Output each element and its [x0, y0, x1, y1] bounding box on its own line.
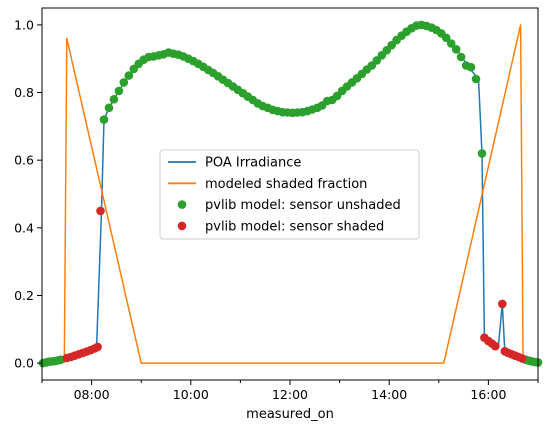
series-2-point-82: [471, 74, 481, 84]
legend-label-1: modeled shaded fraction: [205, 177, 367, 192]
x-tick-label: 08:00: [74, 387, 110, 402]
x-tick-label: 12:00: [272, 387, 308, 402]
series-2-point-10: [114, 86, 124, 96]
y-tick-label: 1.0: [14, 17, 34, 32]
series-3-point-20: [517, 354, 527, 363]
y-tick-label: 0.6: [14, 153, 34, 168]
y-tick-label: 0.2: [14, 288, 34, 303]
x-axis-title: measured_on: [246, 407, 334, 422]
series-2-point-12: [124, 71, 134, 80]
series-2-point-7: [99, 115, 109, 124]
series-2-point-77: [446, 39, 456, 48]
series-3-point-14: [498, 299, 507, 309]
series-2-point-11: [119, 78, 129, 87]
series-2-point-76: [441, 33, 451, 43]
legend-swatch-2: [177, 200, 187, 209]
series-3-point-13: [491, 341, 500, 351]
series-2-point-9: [109, 95, 119, 104]
legend-swatch-3: [177, 221, 187, 231]
x-axis: 08:00 10:00 12:00 14:00 16:00: [41, 380, 539, 402]
legend-label-3: pvlib model: sensor shaded: [205, 219, 384, 234]
series-2-point-81: [466, 62, 476, 72]
legend-box: [159, 149, 420, 240]
x-tick-label: 14:00: [371, 387, 407, 402]
y-tick-label: 0.4: [14, 220, 34, 235]
y-axis: 0.0 0.2 0.4 0.6 0.8 1.0: [14, 17, 42, 371]
y-tick-label: 0.8: [14, 85, 34, 100]
x-tick-label: 16:00: [470, 387, 506, 402]
legend-label-0: POA Irradiance: [205, 156, 301, 171]
series-2-point-83: [477, 149, 487, 158]
y-tick-label: 0.0: [14, 356, 34, 371]
series-2-point-79: [456, 52, 466, 62]
series-line-1: [63, 24, 524, 364]
series-3-point-9: [96, 206, 105, 216]
x-tick-label: 10:00: [173, 387, 209, 402]
series-2-point-8: [104, 103, 114, 113]
legend-label-2: pvlib model: sensor unshaded: [205, 198, 401, 213]
legend: POA Irradiance modeled shaded fraction pvl…: [159, 149, 420, 240]
series-3-point-8: [93, 342, 102, 352]
series-2-point-78: [451, 45, 461, 54]
series-markers: [38, 20, 543, 368]
